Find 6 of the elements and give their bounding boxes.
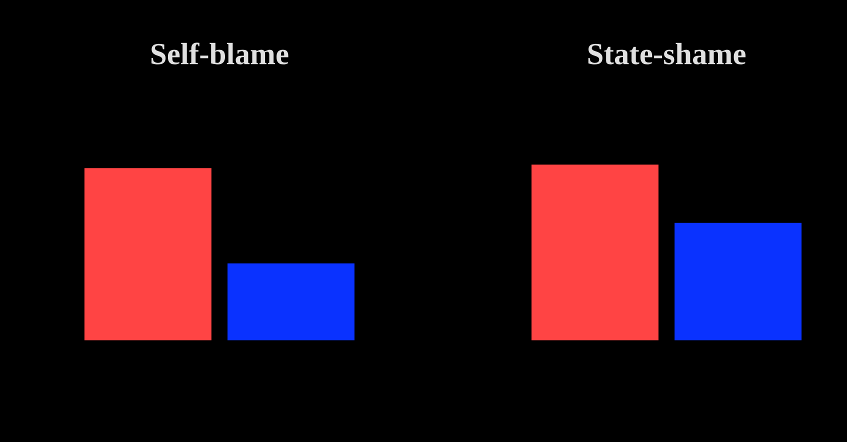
- x-tick-label: Self-blame: [152, 42, 288, 64]
- bar: [674, 222, 802, 341]
- bar: [228, 263, 354, 341]
- x-tick-label: State-shame: [588, 42, 746, 64]
- bar: [84, 168, 212, 341]
- bar: [532, 164, 658, 341]
